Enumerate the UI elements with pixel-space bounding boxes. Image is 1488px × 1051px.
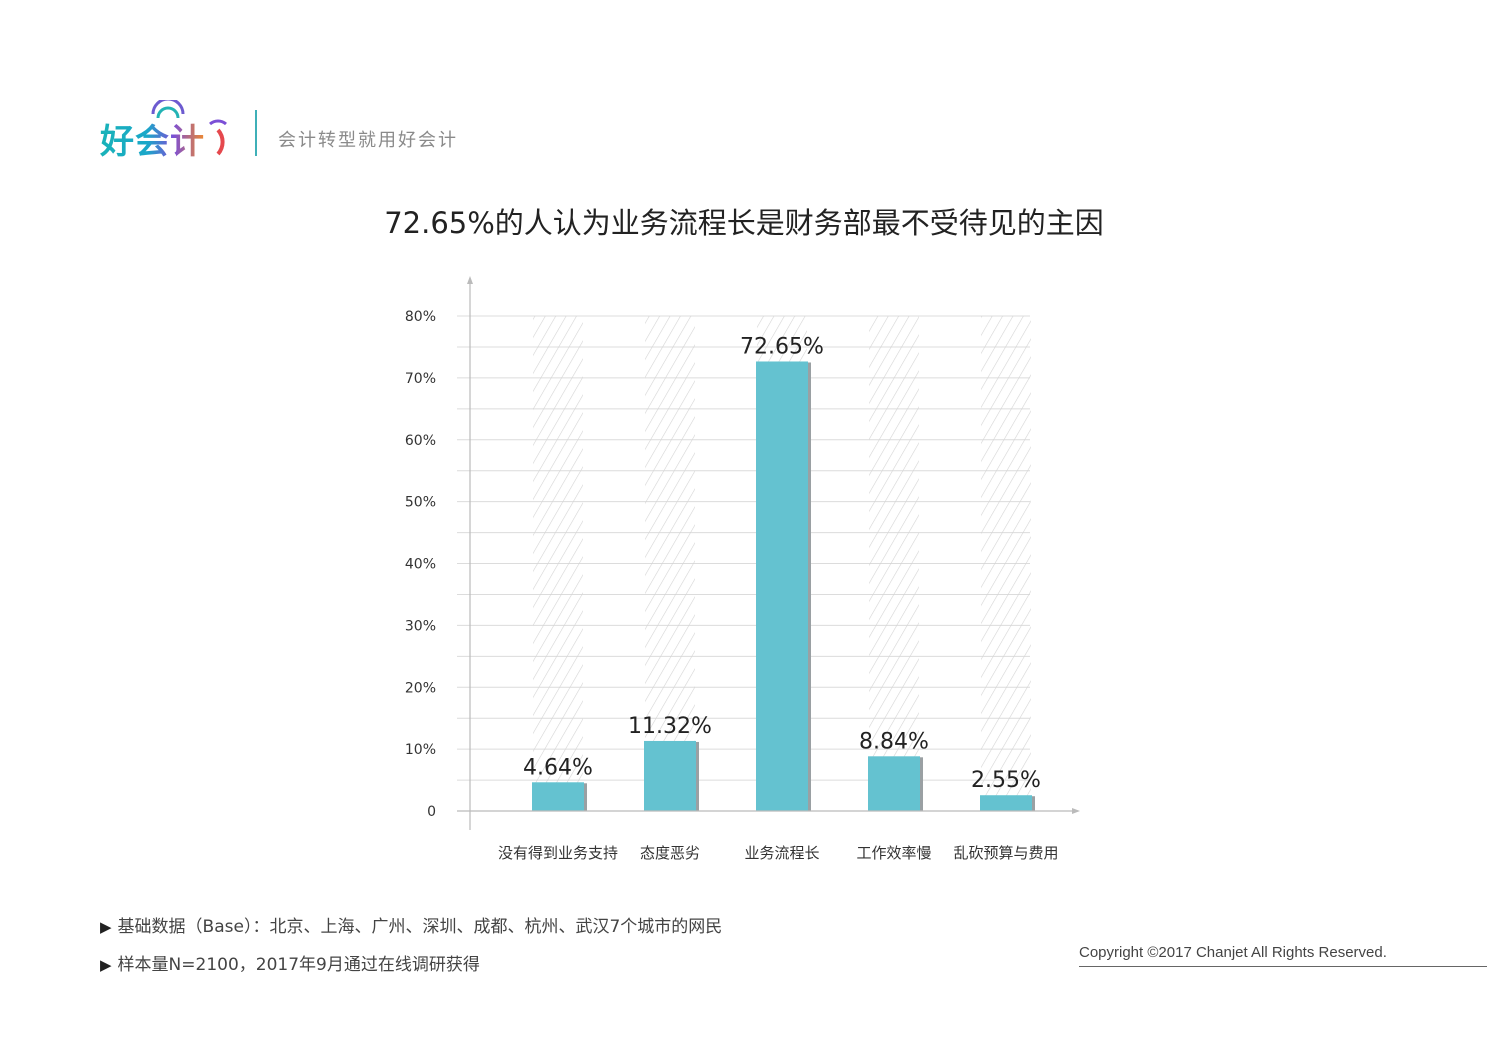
- data-label: 2.55%: [971, 768, 1041, 793]
- wifi-cloud-icon: [151, 100, 227, 156]
- note-sample: 样本量N=2100，2017年9月通过在线调研获得: [117, 955, 480, 975]
- copyright: Copyright ©2017 Chanjet All Rights Reser…: [1079, 944, 1487, 967]
- logo: 好会计: [98, 100, 243, 164]
- x-tick-label: 乱砍预算与费用: [953, 844, 1058, 862]
- data-label: 4.64%: [523, 755, 593, 780]
- triangle-bullet-icon: ▶: [100, 918, 112, 936]
- bar: [756, 361, 808, 811]
- slogan: 会计转型就用好会计: [278, 130, 458, 151]
- y-tick-label: 60%: [405, 433, 436, 449]
- bar-background: [645, 316, 695, 811]
- x-axis-arrow: [1072, 808, 1080, 814]
- data-label: 11.32%: [628, 714, 712, 739]
- bar-background: [869, 316, 919, 811]
- y-axis-arrow: [467, 276, 473, 284]
- x-tick-label: 工作效率慢: [856, 844, 931, 862]
- x-tick-label: 业务流程长: [744, 844, 819, 862]
- note-line: ▶ 样本量N=2100，2017年9月通过在线调研获得: [100, 946, 722, 984]
- bar-background: [533, 316, 583, 811]
- note-line: ▶ 基础数据（Base）：北京、上海、广州、深圳、成都、杭州、武汉7个城市的网民: [100, 908, 722, 946]
- y-tick-label: 30%: [405, 618, 436, 634]
- y-tick-label: 40%: [405, 557, 436, 573]
- y-tick-label: 0: [427, 804, 436, 820]
- x-tick-label: 没有得到业务支持: [498, 844, 618, 862]
- y-tick-label: 10%: [405, 742, 436, 758]
- bar: [532, 782, 584, 811]
- y-tick-label: 50%: [405, 495, 436, 511]
- triangle-bullet-icon: ▶: [100, 956, 112, 974]
- notes: ▶ 基础数据（Base）：北京、上海、广州、深圳、成都、杭州、武汉7个城市的网民…: [100, 908, 722, 984]
- bar: [980, 795, 1032, 811]
- x-tick-label: 态度恶劣: [640, 844, 700, 862]
- data-label: 72.65%: [740, 334, 824, 359]
- logo-text: 好会计: [100, 114, 205, 163]
- y-tick-label: 70%: [405, 371, 436, 387]
- bar: [644, 740, 696, 811]
- logo-divider: [255, 110, 257, 156]
- bar: [868, 756, 920, 811]
- note-base: 基础数据（Base）：北京、上海、广州、深圳、成都、杭州、武汉7个城市的网民: [117, 917, 723, 937]
- y-tick-label: 80%: [405, 309, 436, 325]
- data-label: 8.84%: [859, 729, 929, 754]
- chart-title: 72.65%的人认为业务流程长是财务部最不受待见的主因: [384, 206, 1104, 240]
- y-tick-label: 20%: [405, 680, 436, 696]
- bar-background: [981, 316, 1031, 811]
